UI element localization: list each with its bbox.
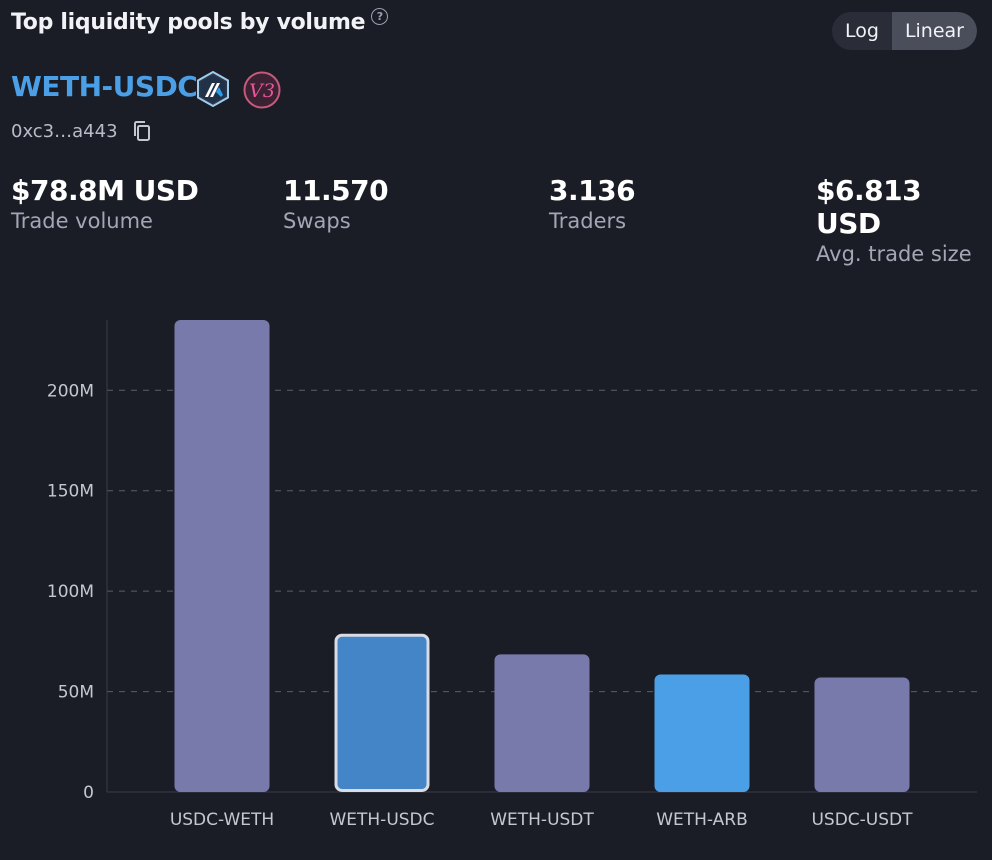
stat-trade-volume: $78.8M USD Trade volume (11, 174, 199, 233)
y-tick-label: 100M (47, 582, 94, 602)
x-tick-label: USDC-WETH (170, 810, 274, 830)
stat-avg-trade-size: $6.813 USD Avg. trade size (816, 174, 992, 266)
scale-linear-button[interactable]: Linear (891, 12, 977, 50)
stat-label: Trade volume (11, 209, 153, 233)
page-title: Top liquidity pools by volume ? (11, 8, 389, 35)
stat-value: 11.570 (283, 174, 389, 207)
copy-icon[interactable] (132, 120, 152, 142)
bar[interactable] (334, 633, 430, 793)
volume-bar-chart: 0 50M 100M 150M 200M USDC-WETH WETH-USDC WETH-… (47, 320, 977, 830)
bars (174, 320, 910, 793)
stat-swaps: 11.570 Swaps (283, 174, 389, 233)
stat-label: Avg. trade size (816, 242, 972, 266)
x-tick-label: WETH-USDT (490, 810, 594, 830)
stat-label: Swaps (283, 209, 351, 233)
bar[interactable] (494, 654, 590, 792)
x-tick-label: WETH-ARB (656, 810, 748, 830)
stat-label: Traders (549, 209, 627, 233)
x-tick-label: WETH-USDC (329, 810, 434, 830)
y-tick-label: 150M (47, 482, 94, 502)
stat-traders: 3.136 Traders (549, 174, 636, 233)
stat-value: $78.8M USD (11, 174, 199, 207)
uniswap-v3-icon: V3 (243, 71, 281, 109)
stat-value: $6.813 USD (816, 174, 922, 240)
bar[interactable] (174, 320, 270, 792)
y-tick-label: 200M (47, 381, 94, 401)
question-circle-icon[interactable]: ? (371, 8, 389, 25)
scale-log-button[interactable]: Log (845, 20, 879, 42)
x-axis-labels: USDC-WETH WETH-USDC WETH-USDT WETH-ARB USDC-… (170, 810, 913, 830)
title-text: Top liquidity pools by volume (11, 10, 366, 35)
address-text: 0xc3…a443 (11, 120, 118, 142)
stat-value: 3.136 (549, 174, 636, 207)
arbitrum-icon (197, 71, 229, 107)
bar[interactable] (814, 677, 910, 792)
bar[interactable] (654, 674, 750, 792)
version-label: V3 (249, 80, 275, 102)
y-tick-label: 0 (83, 783, 94, 803)
scale-toggle: Log Linear (832, 12, 977, 50)
pool-address: 0xc3…a443 (11, 120, 152, 142)
x-tick-label: USDC-USDT (811, 810, 913, 830)
y-tick-label: 50M (58, 683, 94, 703)
pool-name-link[interactable]: WETH-USDC (11, 70, 198, 103)
